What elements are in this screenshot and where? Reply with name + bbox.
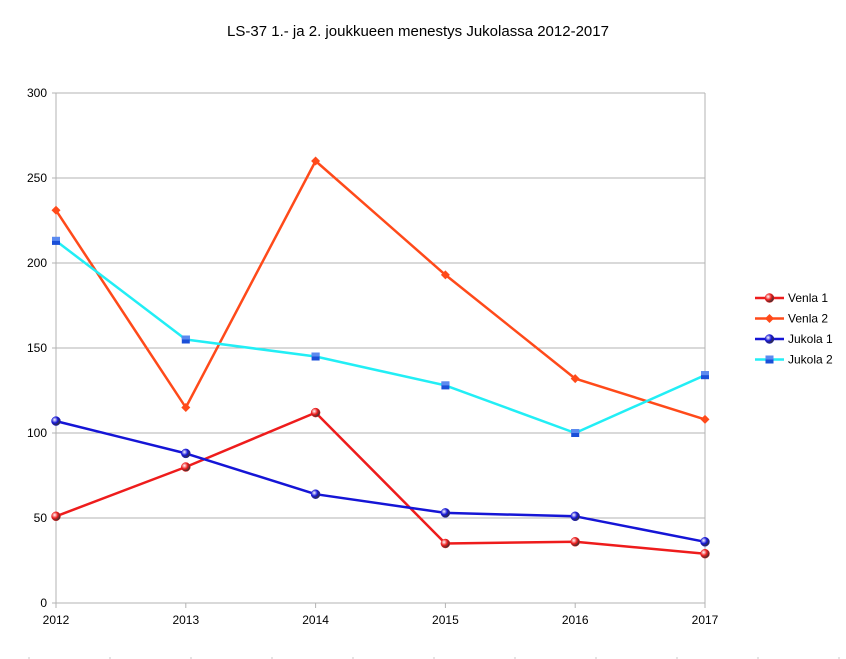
y-tick-label: 100 [27,426,47,440]
series-venla-1 [51,407,710,559]
legend-item-jukola-1[interactable]: Jukola 1 [755,332,833,346]
grid [56,92,705,604]
data-point-jukola-1[interactable] [181,448,191,459]
data-point-jukola-2[interactable] [571,429,580,437]
y-tick-label: 200 [27,256,47,270]
series-venla-2 [51,156,710,424]
data-point-venla-2[interactable] [440,270,450,280]
chart-title: LS-37 1.- ja 2. joukkueen menestys Jukol… [227,23,609,40]
series-jukola-1 [51,416,710,547]
x-tick-label: 2016 [562,613,589,627]
data-point-jukola-1[interactable] [700,537,710,547]
legend-marker[interactable] [765,355,774,364]
legend-marker[interactable] [765,314,774,323]
legend-item-jukola-2[interactable]: Jukola 2 [755,353,833,367]
series-line-jukola-2[interactable] [55,239,706,435]
data-point-venla-2[interactable] [311,156,321,166]
y-tick-label: 250 [27,171,47,185]
data-point-venla-2[interactable] [181,403,191,412]
data-point-venla-1[interactable] [440,538,451,549]
y-tick-label: 0 [40,596,47,610]
series-line-jukola-1[interactable] [55,419,706,544]
data-point-venla-1[interactable] [51,511,61,522]
y-tick-labels: 0 50 100 150 200 250 300 [27,86,47,610]
data-point-jukola-2[interactable] [441,381,450,390]
x-tick-labels: 2012 2013 2014 2015 2016 2017 [43,613,719,627]
y-tick-label: 300 [27,86,47,100]
data-point-venla-1[interactable] [570,537,580,547]
y-tick-label: 50 [34,511,48,525]
series-jukola-2 [52,236,709,437]
legend-marker[interactable] [764,293,775,303]
series-group [51,156,710,559]
data-point-venla-2[interactable] [700,414,710,424]
data-point-jukola-2[interactable] [52,236,60,245]
data-point-venla-2[interactable] [570,374,580,384]
x-tick-label: 2017 [692,613,719,627]
data-point-jukola-2[interactable] [701,371,709,380]
series-line-venla-1[interactable] [55,411,706,555]
legend-label: Venla 2 [788,312,828,326]
legend-marker[interactable] [764,334,775,344]
data-point-venla-2[interactable] [51,205,61,215]
data-point-jukola-1[interactable] [310,489,321,499]
data-point-jukola-2[interactable] [311,352,320,361]
data-point-venla-1[interactable] [700,548,710,559]
x-tick-label: 2013 [172,613,199,627]
data-point-jukola-1[interactable] [51,416,61,426]
data-point-jukola-1[interactable] [570,511,580,522]
data-point-venla-1[interactable] [181,462,191,472]
x-tick-label: 2012 [43,613,70,627]
legend-label: Venla 1 [788,291,828,305]
data-point-jukola-2[interactable] [181,335,190,344]
legend-item-venla-2[interactable]: Venla 2 [755,312,828,326]
series-line-venla-2[interactable] [54,159,706,421]
x-tick-label: 2014 [302,613,329,627]
data-point-jukola-1[interactable] [440,508,451,518]
legend-item-venla-1[interactable]: Venla 1 [755,291,828,305]
x-tick-label: 2015 [432,613,459,627]
legend-label: Jukola 2 [788,353,833,367]
legend[interactable]: Venla 1 Venla 2 Jukola 1 Jukola 2 [755,291,833,367]
data-point-venla-1[interactable] [310,407,321,418]
y-tick-label: 150 [27,341,47,355]
legend-label: Jukola 1 [788,332,833,346]
